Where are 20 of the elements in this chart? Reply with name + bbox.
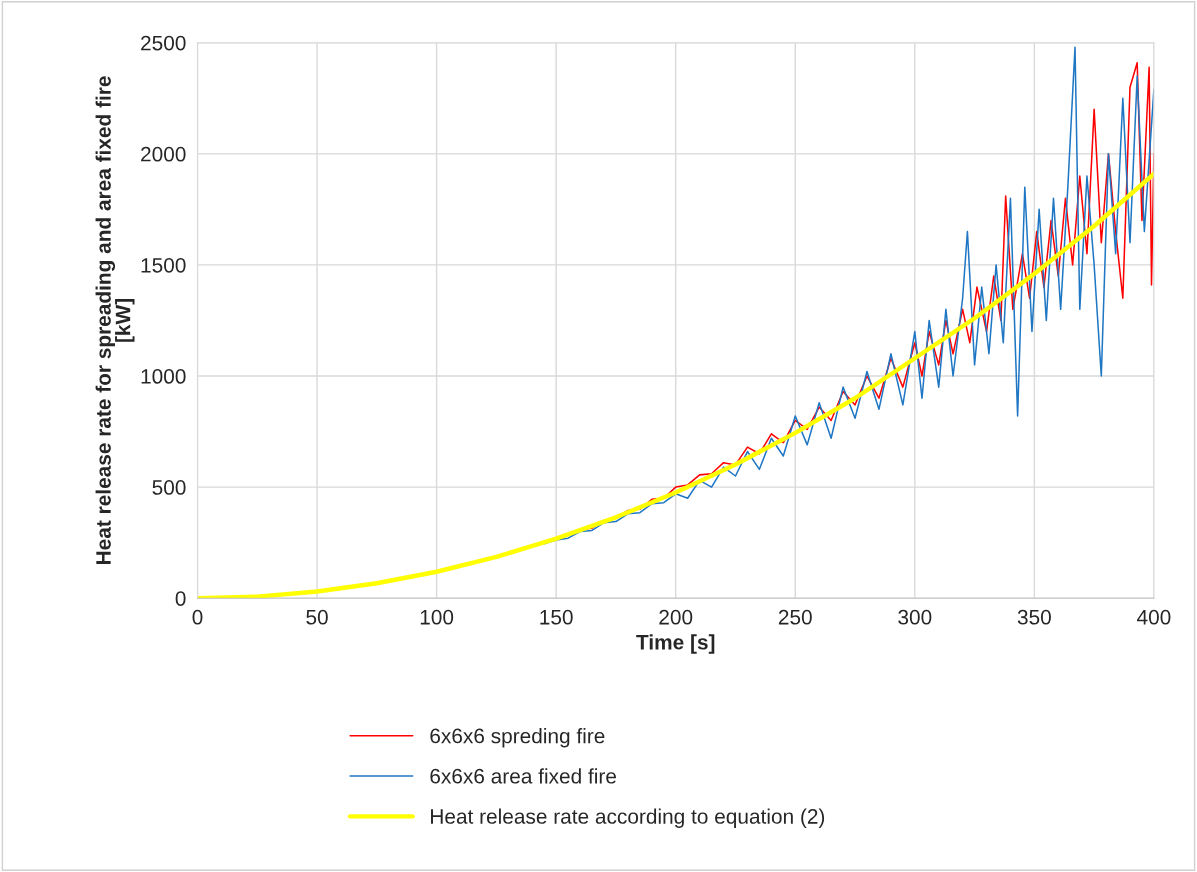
y-tick-label: 1500 [141, 257, 186, 273]
legend-label: 6x6x6 spreding fire [430, 728, 605, 748]
x-tick-label: 100 [420, 609, 454, 625]
y-tick-label: 2000 [141, 146, 186, 162]
x-tick-label: 150 [540, 609, 573, 625]
x-tick-label: 50 [306, 609, 328, 625]
x-tick-label: 0 [192, 609, 203, 625]
legend-label: Heat release rate according to equation (2) [431, 808, 825, 828]
legend-label: 6x6x6 area fixed fire [430, 768, 616, 784]
x-tick-label: 300 [898, 609, 932, 625]
x-tick-label: 200 [659, 609, 693, 625]
x-tick-label: 350 [1017, 609, 1051, 625]
y-tick-label: 2500 [141, 35, 186, 51]
y-axis-title: Heat release rate for spreading and area fixed fire [kW] [95, 76, 135, 564]
x-axis-title: Time [s] [636, 634, 715, 654]
y-tick-label: 1000 [141, 369, 186, 384]
y-tick-label: 500 [152, 480, 186, 495]
x-tick-label: 400 [1137, 609, 1171, 625]
y-tick-label: 0 [175, 591, 186, 606]
x-tick-label: 250 [778, 609, 812, 625]
